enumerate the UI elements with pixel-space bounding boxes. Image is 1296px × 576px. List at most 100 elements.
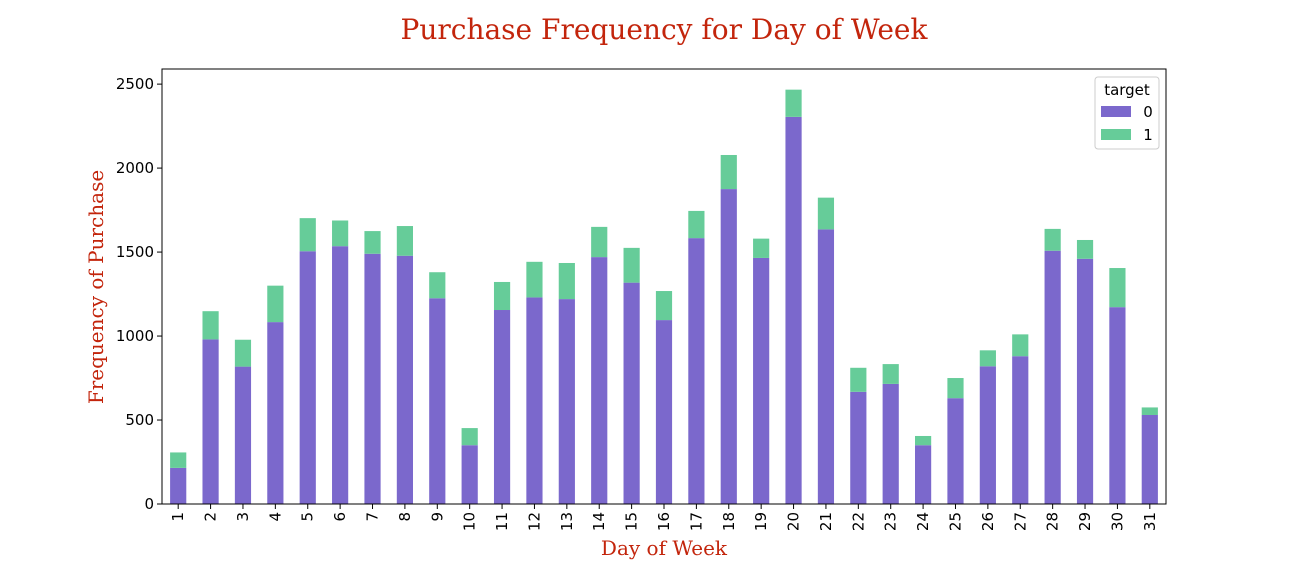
bar-day-30-target-0 xyxy=(1109,307,1126,504)
bar-day-21-target-1 xyxy=(817,197,835,230)
x-tick-label-1: 1 xyxy=(169,512,187,522)
x-tick-label-5: 5 xyxy=(299,512,317,522)
bar-day-14-target-0 xyxy=(591,257,608,504)
legend-title: target xyxy=(1104,81,1150,99)
bar-day-26-target-1 xyxy=(979,350,996,367)
x-tick-label-11: 11 xyxy=(493,512,511,531)
bar-day-8-target-1 xyxy=(396,226,413,256)
bar-day-25-target-1 xyxy=(947,378,964,399)
x-tick-label-8: 8 xyxy=(396,512,414,522)
bar-day-22-target-0 xyxy=(850,391,867,504)
y-tick-label-1500: 1500 xyxy=(116,243,154,261)
plot-area-frame xyxy=(161,68,1167,505)
bar-day-27-target-0 xyxy=(1012,356,1029,504)
x-tick-label-29: 29 xyxy=(1076,512,1094,531)
bar-day-13-target-1 xyxy=(558,262,575,300)
x-tick-label-13: 13 xyxy=(558,512,576,531)
legend-swatch-0 xyxy=(1101,106,1131,117)
x-tick-label-19: 19 xyxy=(752,512,770,531)
bar-day-29-target-0 xyxy=(1076,258,1094,504)
x-tick-label-23: 23 xyxy=(882,512,900,531)
bar-day-22-target-1 xyxy=(850,367,867,392)
x-tick-label-25: 25 xyxy=(946,512,964,531)
chart-title: Purchase Frequency for Day of Week xyxy=(401,13,929,46)
bar-day-12-target-1 xyxy=(526,261,543,298)
bar-day-13-target-0 xyxy=(558,299,575,504)
bar-day-24-target-1 xyxy=(915,435,932,446)
legend: target 0 1 xyxy=(1094,76,1160,150)
bar-day-25-target-0 xyxy=(947,398,964,504)
x-tick-label-31: 31 xyxy=(1141,512,1159,531)
bar-day-21-target-0 xyxy=(817,229,835,504)
x-tick-label-22: 22 xyxy=(849,512,867,531)
y-axis-label: Frequency of Purchase xyxy=(84,170,108,404)
bar-day-15-target-1 xyxy=(623,247,640,283)
bar-day-6-target-0 xyxy=(332,246,349,504)
bar-day-10-target-1 xyxy=(461,428,478,446)
bar-day-20-target-0 xyxy=(785,116,802,505)
x-tick-label-24: 24 xyxy=(914,512,932,531)
x-tick-label-20: 20 xyxy=(785,512,803,531)
x-tick-label-30: 30 xyxy=(1108,512,1126,531)
x-tick-label-18: 18 xyxy=(720,512,738,531)
bar-day-3-target-0 xyxy=(234,366,252,504)
x-axis-ticks: 1 2 3 4 5 6 7 8 9 10 11 12 13 14 15 16 17 18 19 20 21 22 23 24 2… xyxy=(169,504,1159,531)
bar-day-15-target-0 xyxy=(623,282,640,504)
x-tick-label-16: 16 xyxy=(655,512,673,531)
x-tick-label-7: 7 xyxy=(364,512,382,522)
legend-swatch-1 xyxy=(1101,129,1131,140)
bar-day-27-target-1 xyxy=(1012,334,1029,357)
x-tick-label-17: 17 xyxy=(687,512,705,531)
bar-day-20-target-1 xyxy=(785,89,802,117)
x-tick-label-3: 3 xyxy=(234,512,252,522)
bar-day-6-target-1 xyxy=(332,220,349,247)
bar-day-1-target-1 xyxy=(170,452,187,468)
x-tick-label-12: 12 xyxy=(525,512,543,531)
bar-day-31-target-0 xyxy=(1141,414,1158,504)
y-tick-label-2500: 2500 xyxy=(116,75,154,93)
x-tick-label-9: 9 xyxy=(428,512,446,522)
y-tick-label-500: 500 xyxy=(125,411,154,429)
x-tick-label-2: 2 xyxy=(202,512,220,522)
bar-day-10-target-0 xyxy=(461,445,478,504)
x-tick-label-6: 6 xyxy=(331,512,349,522)
x-tick-label-10: 10 xyxy=(461,512,479,531)
x-tick-label-27: 27 xyxy=(1011,512,1029,531)
bar-day-28-target-1 xyxy=(1044,228,1061,251)
bar-day-5-target-0 xyxy=(299,251,316,504)
bar-day-11-target-1 xyxy=(493,281,511,311)
bar-day-26-target-0 xyxy=(979,366,996,504)
bar-day-23-target-1 xyxy=(882,364,899,384)
bar-day-9-target-0 xyxy=(429,298,446,504)
bar-day-18-target-1 xyxy=(720,154,737,190)
bar-day-17-target-1 xyxy=(688,210,705,239)
bar-day-2-target-0 xyxy=(202,339,219,504)
legend-label-1: 1 xyxy=(1143,126,1153,144)
x-tick-label-4: 4 xyxy=(266,512,284,522)
bars-layer xyxy=(170,89,1158,505)
bar-day-3-target-1 xyxy=(234,339,252,367)
bar-day-7-target-0 xyxy=(364,253,381,504)
x-tick-label-15: 15 xyxy=(623,512,641,531)
y-tick-label-1000: 1000 xyxy=(116,327,154,345)
bar-day-23-target-0 xyxy=(882,383,899,504)
bar-day-19-target-1 xyxy=(753,238,770,258)
bar-day-16-target-1 xyxy=(655,291,673,321)
bar-day-7-target-1 xyxy=(364,231,381,254)
x-tick-label-14: 14 xyxy=(590,512,608,531)
bar-day-24-target-0 xyxy=(915,445,932,504)
bar-day-30-target-1 xyxy=(1109,268,1126,308)
bar-day-31-target-1 xyxy=(1141,407,1158,415)
y-axis-ticks: 0 500 1000 1500 2000 2500 xyxy=(116,75,162,513)
bar-day-16-target-0 xyxy=(655,320,673,504)
legend-label-0: 0 xyxy=(1143,103,1153,121)
bar-day-8-target-0 xyxy=(396,255,413,504)
bar-day-14-target-1 xyxy=(591,226,608,258)
x-tick-label-28: 28 xyxy=(1044,512,1062,531)
bar-day-11-target-0 xyxy=(493,310,511,504)
bar-day-4-target-1 xyxy=(267,285,284,323)
bar-day-17-target-0 xyxy=(688,238,705,504)
x-axis-label: Day of Week xyxy=(601,536,728,560)
bar-day-18-target-0 xyxy=(720,189,737,504)
